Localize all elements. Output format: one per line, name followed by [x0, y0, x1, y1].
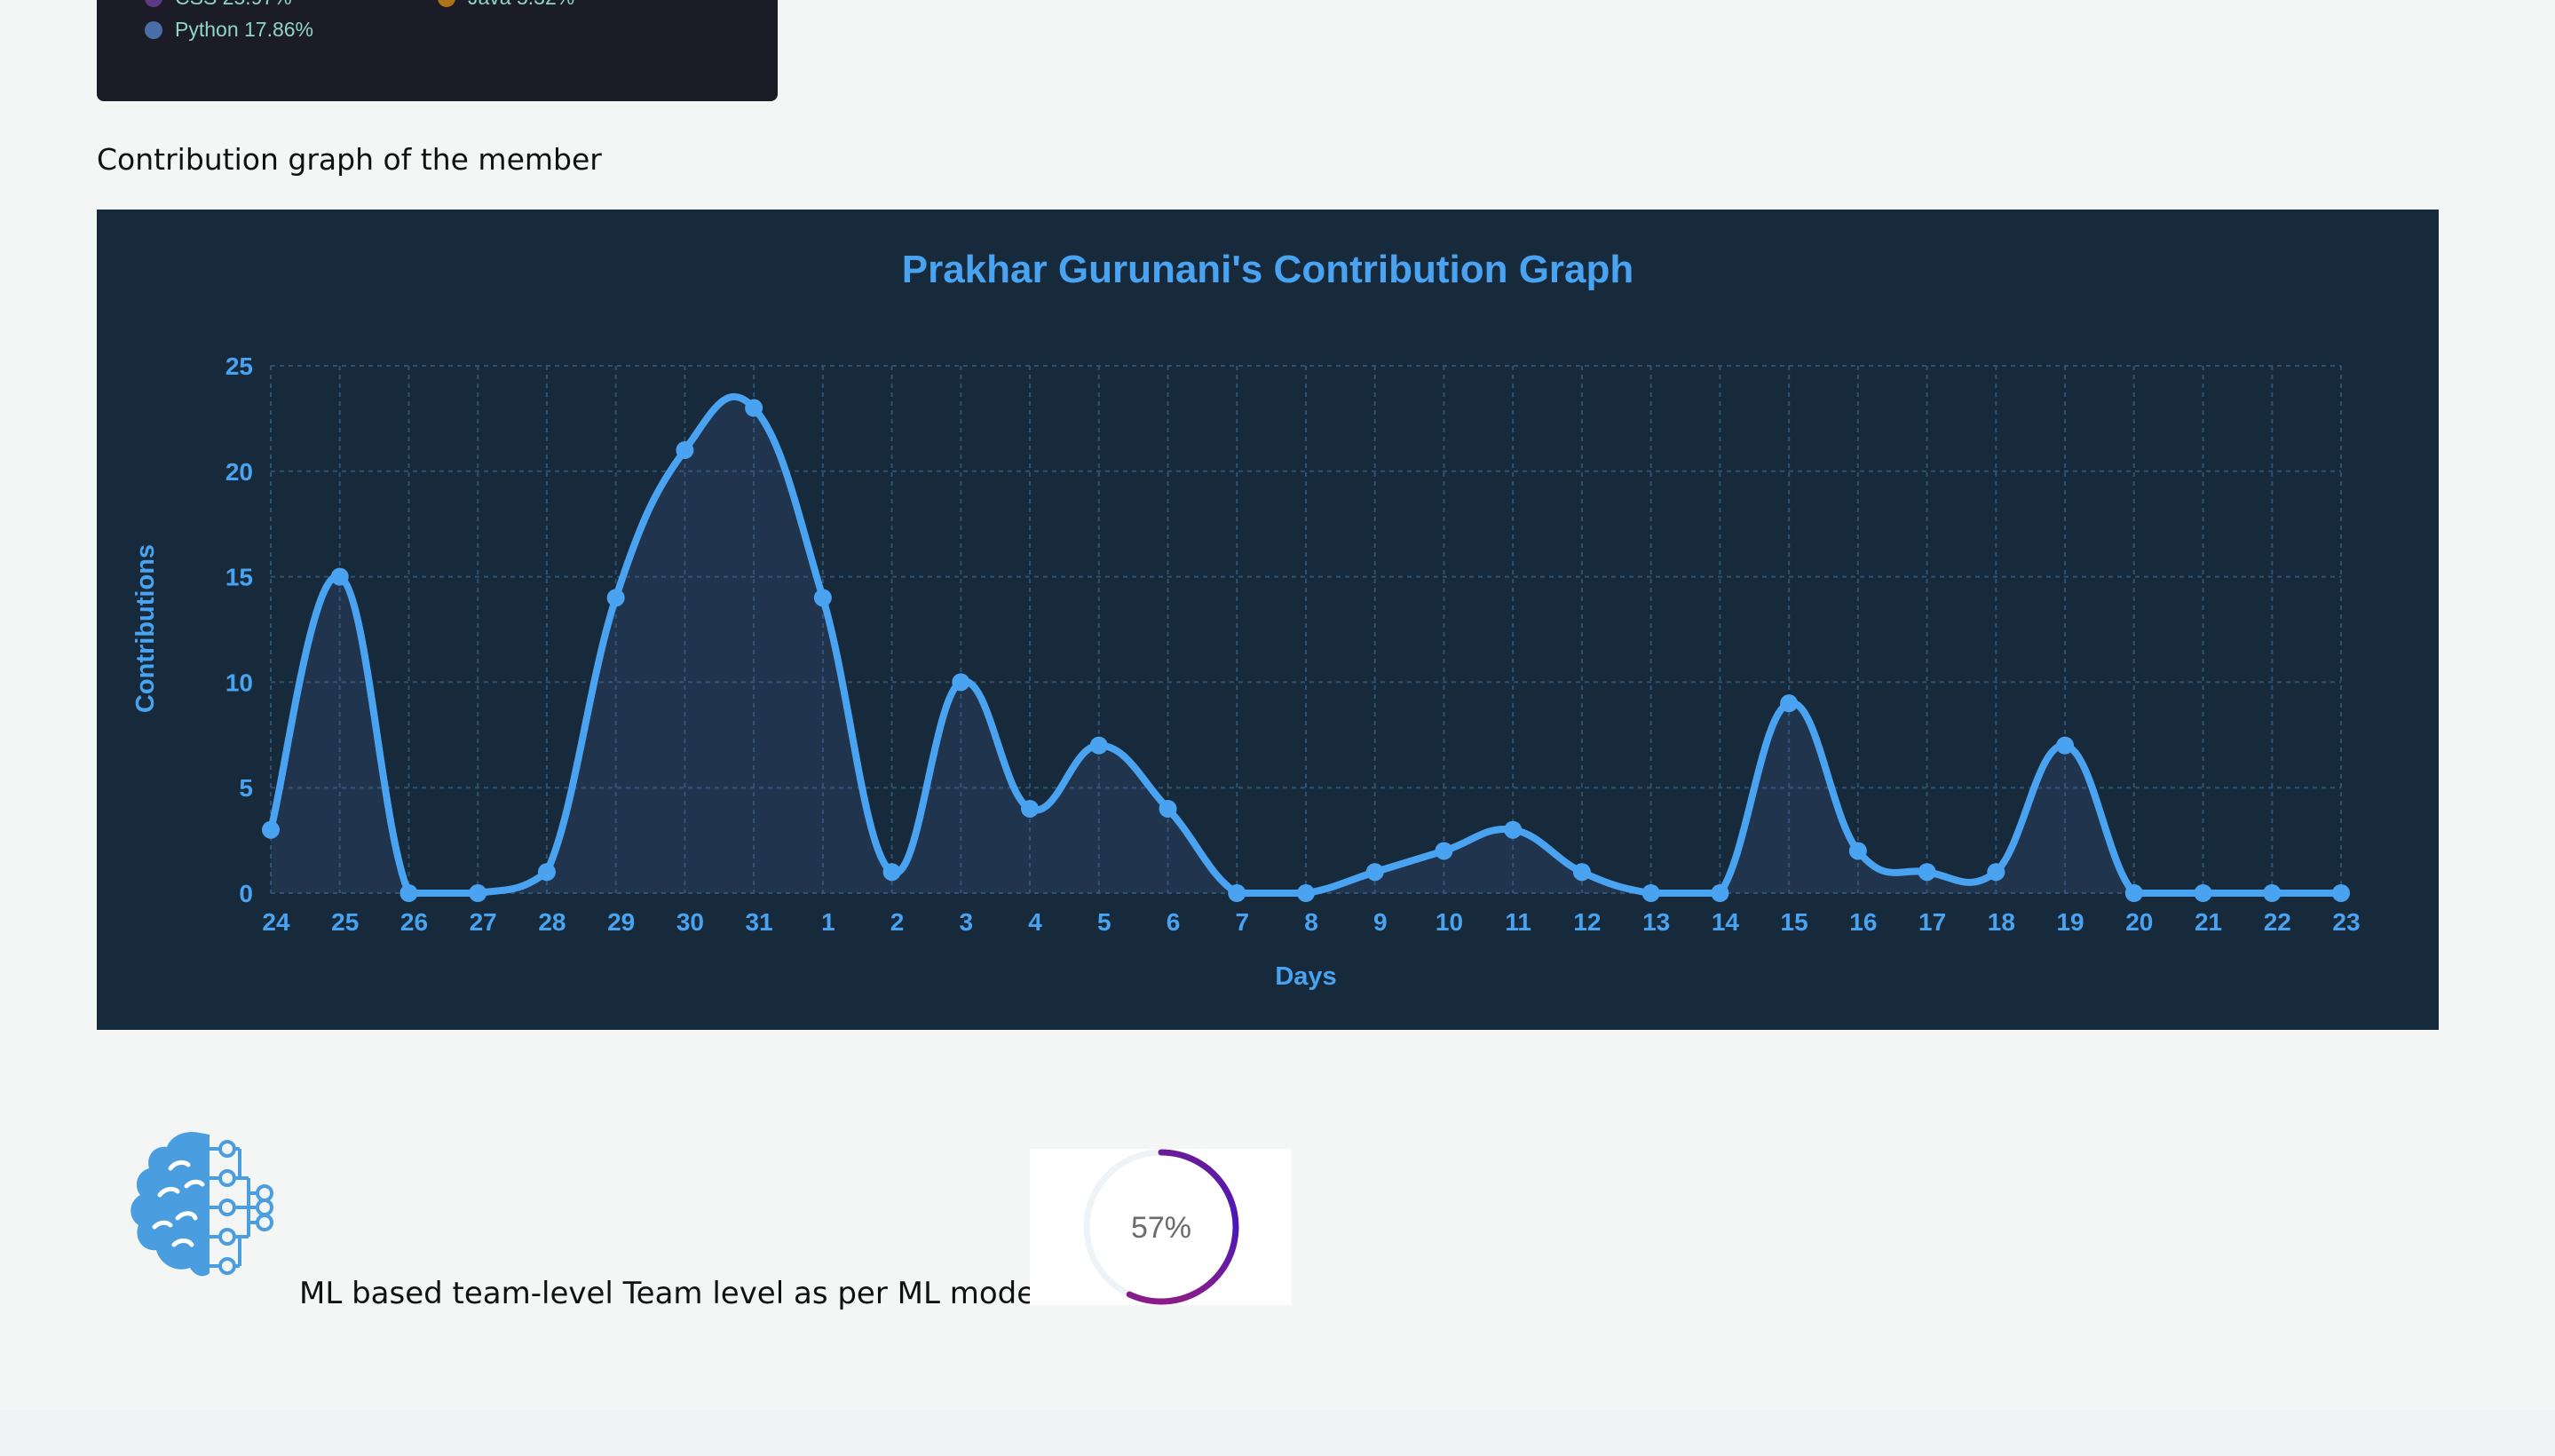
gauge-label: 57% [1131, 1211, 1191, 1245]
x-tick-label: 31 [746, 908, 773, 936]
ml-team-level-text: ML based team-level Team level as per ML… [299, 1276, 1073, 1311]
x-tick-label: 17 [1918, 908, 1946, 936]
x-tick-label: 13 [1642, 908, 1670, 936]
data-point [745, 399, 763, 417]
brain-network-icon [115, 1129, 275, 1293]
data-point [2263, 884, 2282, 902]
x-tick-label: 2 [890, 908, 905, 936]
data-point [330, 567, 349, 586]
data-point [2194, 884, 2212, 902]
data-point [676, 441, 694, 460]
data-point [2056, 736, 2075, 755]
x-tick-label: 9 [1373, 908, 1388, 936]
data-point [606, 589, 625, 607]
y-tick-label: 15 [225, 564, 253, 591]
x-tick-label: 20 [2125, 908, 2153, 936]
data-point [1365, 863, 1384, 882]
data-point [262, 820, 280, 839]
x-tick-label: 10 [1436, 908, 1463, 936]
x-tick-label: 5 [1097, 908, 1111, 936]
x-tick-label: 11 [1505, 908, 1531, 936]
data-point [1711, 884, 1729, 902]
x-tick-label: 4 [1028, 908, 1042, 936]
y-tick-label: 20 [225, 458, 253, 486]
data-point [1641, 884, 1660, 902]
data-point [1089, 736, 1108, 755]
data-point [1780, 694, 1799, 713]
x-tick-label: 18 [1988, 908, 2015, 936]
x-tick-label: 30 [676, 908, 704, 936]
y-tick-label: 0 [239, 880, 253, 907]
data-point [1504, 820, 1523, 839]
series-points [262, 399, 2350, 902]
y-tick-label: 5 [239, 774, 253, 802]
x-axis-label: Days [1275, 962, 1336, 991]
x-tick-label: 29 [607, 908, 635, 936]
data-point [1918, 863, 1936, 882]
data-point [952, 673, 970, 692]
x-tick-label: 27 [470, 908, 497, 936]
x-tick-label: 22 [2264, 908, 2291, 936]
y-tick-label: 10 [225, 669, 253, 696]
contribution-chart-svg: Prakhar Gurunani's Contribution Graph Co… [131, 248, 2361, 991]
x-tick-label: 15 [1781, 908, 1808, 936]
x-tick-label: 28 [538, 908, 566, 936]
data-point [882, 863, 901, 882]
language-label: Python 17.86% [175, 18, 314, 41]
data-point [1159, 799, 1177, 818]
y-axis-label: Contributions [131, 544, 160, 713]
x-tick-label: 24 [262, 908, 290, 936]
language-item-css: CSS 25.97% [145, 0, 292, 10]
x-tick-label: 6 [1167, 908, 1181, 936]
x-tick-label: 3 [960, 908, 974, 936]
chart-grid [270, 365, 2342, 894]
language-item-python: Python 17.86% [145, 18, 313, 42]
legend-dot-icon [438, 0, 455, 7]
data-point [2124, 884, 2143, 902]
language-item-java: Java 5.32% [438, 0, 574, 10]
data-point [813, 589, 832, 607]
data-point [1987, 863, 2005, 882]
data-point [469, 884, 487, 902]
contribution-section-label: Contribution graph of the member [97, 142, 602, 177]
language-label: Java 5.32% [468, 0, 574, 10]
language-label: CSS 25.97% [175, 0, 292, 10]
data-point [1848, 842, 1867, 860]
x-tick-label: 16 [1849, 908, 1877, 936]
data-point [1572, 863, 1591, 882]
x-tick-label: 21 [2195, 908, 2222, 936]
x-tick-label: 19 [2056, 908, 2084, 936]
x-tick-label: 1 [821, 908, 835, 936]
data-point [1297, 884, 1315, 902]
data-point [1021, 799, 1040, 818]
x-tick-label: 25 [331, 908, 359, 936]
contribution-chart: Prakhar Gurunani's Contribution Graph Co… [97, 210, 2439, 1030]
ml-progress-gauge: 57% [1030, 1149, 1292, 1305]
x-tick-label: 23 [2332, 908, 2360, 936]
data-point [537, 863, 556, 882]
x-tick-label: 12 [1573, 908, 1601, 936]
x-tick-label: 26 [400, 908, 428, 936]
y-tick-label: 25 [225, 352, 253, 380]
language-stats-card: CSS 25.97% Java 5.32% Python 17.86% [97, 0, 778, 101]
x-ticks: 24 25 26 27 28 29 30 31 1 2 3 4 5 6 7 8 9 10 11 12 13 14 15 16 1… [262, 908, 2360, 936]
gauge-arc [1126, 1149, 1239, 1305]
chart-title: Prakhar Gurunani's Contribution Graph [902, 248, 1634, 291]
x-tick-label: 8 [1304, 908, 1318, 936]
legend-dot-icon [145, 0, 162, 7]
x-tick-label: 14 [1712, 908, 1740, 936]
x-tick-label: 7 [1235, 908, 1249, 936]
data-point [1435, 842, 1453, 860]
data-point [2332, 884, 2350, 902]
footer [0, 1410, 2555, 1456]
y-ticks: 0 5 10 15 20 25 [225, 352, 253, 907]
data-point [1228, 884, 1246, 902]
data-point [399, 884, 418, 902]
legend-dot-icon [145, 20, 162, 39]
